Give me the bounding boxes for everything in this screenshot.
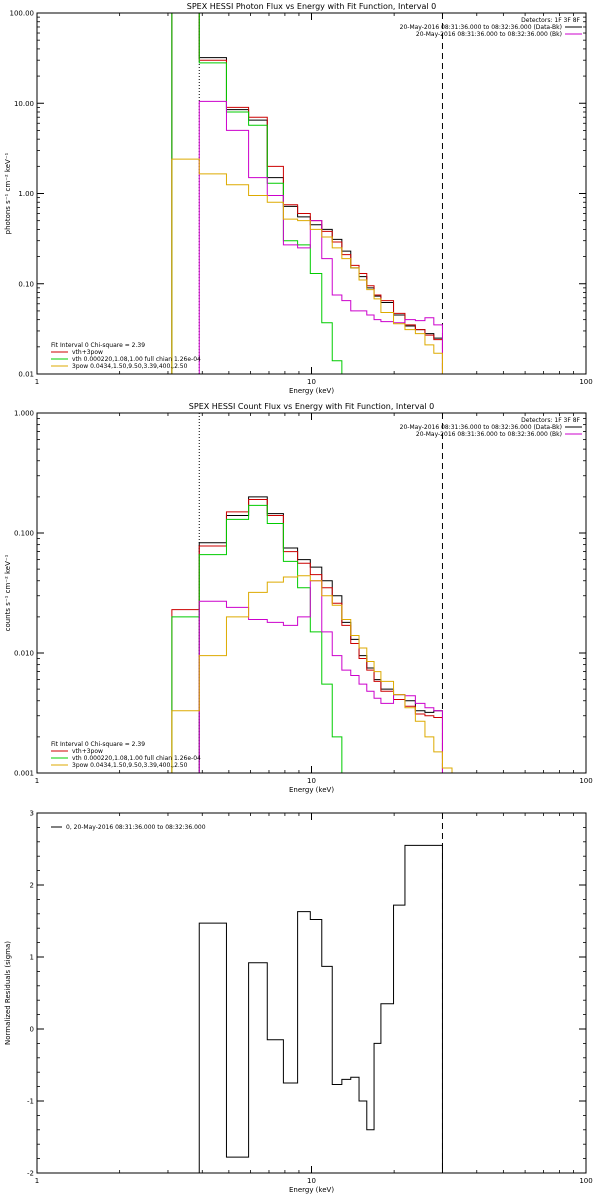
legend-bottom-left-entry: vth+3pow bbox=[72, 748, 103, 755]
plot-frame bbox=[36, 412, 587, 774]
y-tick-label: 10.00 bbox=[14, 100, 34, 108]
y-tick-label: -1 bbox=[27, 1098, 34, 1106]
x-tick-label: 1 bbox=[35, 378, 39, 386]
x-tick-label: 100 bbox=[579, 378, 592, 386]
legend-top-right-entry: 20-May-2016 08:31:36.000 to 08:32:36.000… bbox=[400, 24, 562, 31]
y-tick-label: 0.001 bbox=[14, 770, 34, 778]
y-tick-label: 1.00 bbox=[18, 190, 34, 198]
series-line bbox=[171, 575, 453, 773]
chart-title: SPEX HESSI Photon Flux vs Energy with Fi… bbox=[187, 2, 437, 11]
legend-top-right-entry: 20-May-2016 08:31:36.000 to 08:32:36.000… bbox=[416, 431, 562, 438]
y-axis-label: Normalized Residuals (sigma) bbox=[4, 941, 12, 1045]
x-tick-label: 1 bbox=[35, 1177, 39, 1185]
plot-frame bbox=[36, 812, 587, 1174]
x-tick-label: 10 bbox=[307, 378, 316, 386]
legend-top-left-entry: 0, 20-May-2016 08:31:36.000 to 08:32:36.… bbox=[66, 824, 206, 831]
series-line bbox=[171, 13, 443, 374]
legend-top-right-entry: 20-May-2016 08:31:36.000 to 08:32:36.000… bbox=[400, 424, 562, 431]
chart-panel-1: 1 10 100 0.001 0.010 0.100 1.000 SPEX HESSI Cou… bbox=[4, 402, 593, 794]
y-tick-label: 1 bbox=[30, 954, 34, 962]
series-group-0 bbox=[171, 13, 443, 374]
series-line bbox=[198, 100, 443, 374]
series-line bbox=[171, 504, 343, 773]
series-group-2 bbox=[198, 844, 443, 1173]
x-axis-label: Energy (keV) bbox=[289, 387, 334, 395]
x-tick-label: 100 bbox=[579, 777, 592, 785]
y-tick-label: 2 bbox=[30, 882, 34, 890]
series-line bbox=[171, 499, 443, 773]
series-line bbox=[198, 844, 443, 1173]
chart-panel-0: 1 10 100 0.01 0.10 1.00 10.00 100.00 SPEX HESSI … bbox=[4, 2, 593, 395]
y-tick-label: 0.010 bbox=[14, 650, 34, 658]
series-line bbox=[171, 13, 443, 374]
y-tick-label: 0.01 bbox=[18, 371, 34, 379]
legend-top-right-entry: Detectors: 1F 3F 8F bbox=[521, 17, 580, 24]
x-tick-label: 10 bbox=[307, 1177, 316, 1185]
x-tick-label: 100 bbox=[579, 1177, 592, 1185]
series-line bbox=[171, 158, 443, 374]
legend-bottom-left-entry: 3pow 0.0434,1.50,9.50,3.39,400.,2.50 bbox=[72, 363, 188, 370]
legend-top-right-entry: 20-May-2016 08:31:36.000 to 08:32:36.000… bbox=[416, 31, 562, 38]
y-axis-label: photons s⁻¹ cm⁻² keV⁻¹ bbox=[4, 152, 12, 234]
y-tick-label: 0.10 bbox=[18, 280, 34, 288]
legend-bottom-left-entry: Fit Interval 0 Chi-square = 2.39 bbox=[51, 741, 145, 748]
legend-bottom-left-entry: Fit Interval 0 Chi-square = 2.39 bbox=[51, 342, 145, 349]
y-tick-label: 0 bbox=[30, 1026, 34, 1034]
x-axis-label: Energy (keV) bbox=[289, 786, 334, 794]
series-line bbox=[198, 580, 443, 773]
x-axis-label: Energy (keV) bbox=[289, 1186, 334, 1194]
legend-bottom-left-entry: vth 0.000220,1.08,1.00 full chian 1.26e-… bbox=[72, 755, 201, 762]
x-tick-label: 1 bbox=[35, 777, 39, 785]
series-group-1 bbox=[171, 496, 453, 773]
y-tick-label: -2 bbox=[27, 1170, 34, 1178]
y-tick-label: 1.000 bbox=[14, 410, 34, 418]
y-axis-label: counts s⁻¹ cm⁻² keV⁻¹ bbox=[4, 554, 12, 631]
y-tick-label: 0.100 bbox=[14, 530, 34, 538]
y-tick-label: 100.00 bbox=[10, 10, 35, 18]
plot-frame bbox=[36, 12, 587, 375]
x-tick-label: 10 bbox=[307, 777, 316, 785]
chart-panel-2: 1 10 100 -2 -1 0 1 2 3 Energy (keV) Normalized Res… bbox=[4, 810, 593, 1195]
legend-bottom-left-entry: vth 0.000220,1.08,1.00 full chian 1.26e-… bbox=[72, 356, 201, 363]
y-tick-label: 3 bbox=[30, 810, 34, 818]
legend-top-right-entry: Detectors: 1F 3F 8F bbox=[521, 417, 580, 424]
legend-bottom-left-entry: 3pow 0.0434,1.50,9.50,3.39,400.,2.50 bbox=[72, 762, 188, 769]
chart-title: SPEX HESSI Count Flux vs Energy with Fit… bbox=[189, 402, 434, 411]
legend-bottom-left-entry: vth+3pow bbox=[72, 349, 103, 356]
